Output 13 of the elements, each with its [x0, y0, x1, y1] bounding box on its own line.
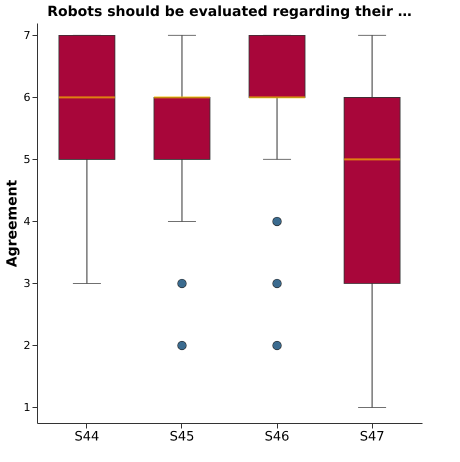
y-tick-label: 7 [24, 28, 30, 42]
y-axis-title: Agreement [4, 179, 20, 268]
y-tick-label: 5 [24, 152, 30, 166]
y-tick-label: 3 [24, 276, 30, 290]
chart-title: Robots should be evaluated regarding their … [47, 4, 412, 20]
y-tick-label: 4 [24, 214, 30, 228]
x-tick-label: S44 [74, 430, 100, 444]
y-tick-label: 6 [24, 90, 30, 104]
y-tick-label: 2 [24, 338, 30, 352]
x-tick-label: S45 [170, 430, 194, 444]
y-tick-label: 1 [24, 400, 30, 414]
x-tick-label: S46 [264, 430, 290, 444]
x-tick-label: S47 [360, 430, 384, 444]
